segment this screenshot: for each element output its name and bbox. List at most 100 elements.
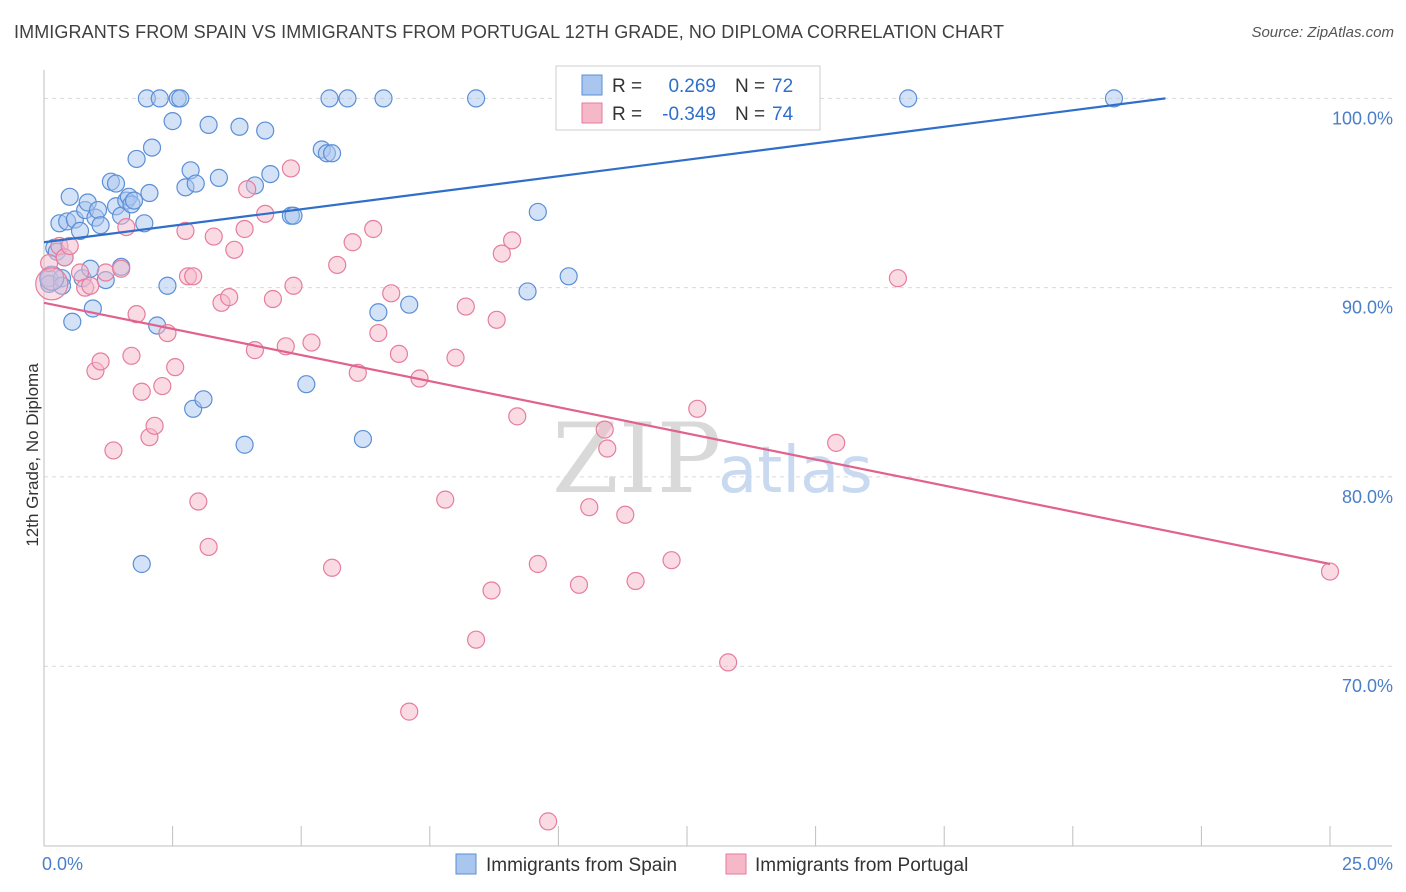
- legend-spain-r-value: 0.269: [668, 76, 716, 97]
- portugal-point: [436, 490, 455, 509]
- spain-point: [256, 121, 275, 140]
- y-tick-labels: 100.0% 90.0% 80.0% 70.0%: [1332, 108, 1393, 696]
- portugal-point: [184, 267, 203, 286]
- portugal-point: [238, 180, 257, 199]
- spain-point: [261, 164, 280, 184]
- portugal-point: [176, 221, 195, 240]
- spain-point: [1104, 89, 1124, 108]
- spain-point: [60, 187, 79, 206]
- portugal-point: [284, 276, 303, 295]
- portugal-point: [328, 255, 347, 275]
- portugal-point: [400, 702, 419, 721]
- spain-point: [91, 216, 110, 235]
- spain-point: [209, 168, 228, 187]
- portugal-point: [719, 653, 738, 672]
- spain-point: [186, 174, 205, 193]
- spain-point: [374, 89, 393, 108]
- portugal-point: [35, 267, 69, 301]
- series-legend: Immigrants from Spain Immigrants from Po…: [455, 853, 968, 876]
- portugal-point: [302, 333, 321, 352]
- spain-point: [135, 214, 154, 233]
- chart-title: IMMIGRANTS FROM SPAIN VS IMMIGRANTS FROM…: [14, 22, 1005, 42]
- portugal-point: [369, 323, 388, 343]
- portugal-point: [225, 240, 244, 259]
- portugal-point: [616, 505, 635, 524]
- spain-point: [320, 89, 339, 108]
- spain-point: [297, 375, 316, 394]
- spain-point: [158, 276, 177, 295]
- portugal-point: [580, 498, 599, 517]
- portugal-point: [145, 416, 164, 435]
- spain-point: [400, 295, 419, 314]
- portugal-point: [662, 551, 681, 570]
- series-legend-spain-label: Immigrants from Spain: [486, 855, 677, 876]
- portugal-point: [60, 236, 79, 256]
- legend-portugal-swatch: [581, 102, 603, 124]
- y-tick-label: 90.0%: [1342, 298, 1393, 318]
- portugal-point: [827, 433, 846, 452]
- spain-point: [199, 115, 218, 134]
- portugal-point: [235, 219, 254, 239]
- portugal-point: [528, 554, 547, 574]
- legend-spain-n-label: N =: [735, 76, 765, 97]
- portugal-point: [348, 363, 367, 382]
- series-legend-portugal-swatch: [725, 853, 747, 875]
- portugal-point: [626, 571, 645, 591]
- portugal-point: [263, 289, 283, 309]
- spain-point: [322, 144, 342, 163]
- watermark-atlas: atlas: [718, 434, 873, 508]
- portugal-point: [91, 352, 110, 371]
- portugal-point: [220, 288, 239, 307]
- trend-layer: [43, 97, 1331, 566]
- y-tick-label: 100.0%: [1332, 108, 1393, 128]
- spain-point: [106, 174, 126, 193]
- portugal-trend-line: [43, 301, 1331, 566]
- spain-point: [150, 89, 169, 108]
- spain-point: [369, 303, 388, 322]
- spain-point: [70, 221, 90, 240]
- y-tick-label: 80.0%: [1342, 487, 1393, 507]
- spain-point: [899, 89, 918, 108]
- portugal-point: [487, 310, 506, 329]
- spain-point: [132, 554, 151, 574]
- portugal-point: [199, 537, 218, 557]
- legend-spain-r-label: R =: [612, 76, 642, 97]
- portugal-point: [166, 358, 185, 377]
- portugal-point: [446, 348, 465, 367]
- portugal-point: [122, 346, 141, 365]
- portugal-points: [35, 89, 1340, 831]
- portugal-point: [492, 244, 511, 263]
- portugal-point: [189, 492, 208, 511]
- spain-trend-line: [43, 97, 1166, 244]
- spain-point: [124, 191, 144, 210]
- spain-point: [230, 117, 249, 136]
- portugal-point: [96, 263, 115, 282]
- y-axis-title: 12th Grade, No Diploma: [23, 363, 42, 547]
- portugal-point: [81, 276, 100, 295]
- spain-point: [338, 89, 357, 108]
- spain-point: [518, 282, 537, 301]
- watermark-zip: ZIP: [552, 403, 721, 515]
- portugal-point: [539, 812, 558, 831]
- spain-point: [235, 435, 254, 454]
- x-tick-labels: 0.0% 25.0%: [42, 854, 1393, 874]
- spain-point: [63, 312, 82, 331]
- portugal-point: [595, 420, 614, 439]
- portugal-point: [1320, 562, 1340, 581]
- legend-spain-n-value: 72: [772, 76, 793, 97]
- x-tick-label: 0.0%: [42, 854, 83, 874]
- series-legend-portugal-label: Immigrants from Portugal: [755, 855, 968, 876]
- portugal-point: [343, 233, 362, 252]
- legend-portugal-n-value: 74: [772, 104, 794, 125]
- y-tick-label: 70.0%: [1342, 676, 1393, 696]
- legend-spain-swatch: [581, 74, 603, 96]
- portugal-point: [466, 630, 486, 649]
- series-legend-spain-swatch: [455, 853, 477, 875]
- source-credit: Source: ZipAtlas.com: [1251, 24, 1394, 41]
- spain-point: [88, 200, 108, 220]
- portugal-point: [153, 376, 172, 396]
- portugal-point: [132, 382, 151, 401]
- legend-portugal-n-label: N =: [735, 104, 765, 125]
- portugal-point: [482, 581, 501, 600]
- spain-point: [559, 267, 578, 286]
